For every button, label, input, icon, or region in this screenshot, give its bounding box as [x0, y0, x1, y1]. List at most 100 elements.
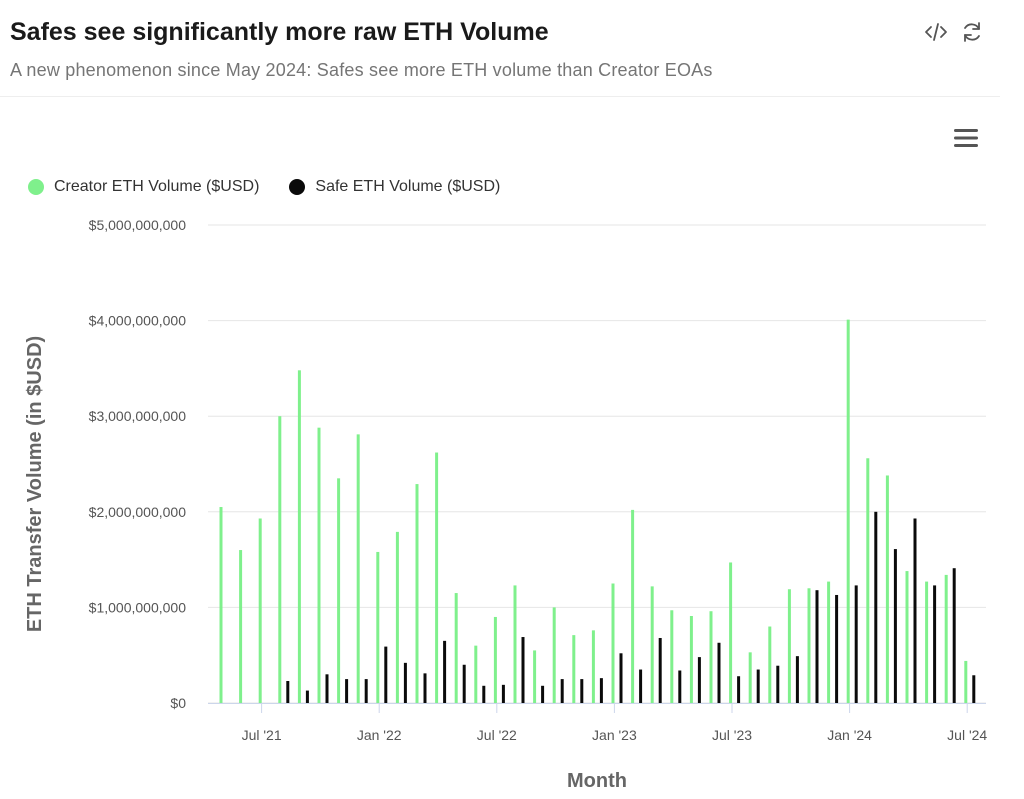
safe-volume-bar — [599, 678, 603, 703]
safe-volume-bar — [913, 518, 917, 703]
creator-volume-bar — [533, 650, 537, 703]
safe-volume-bar — [933, 585, 937, 703]
creator-volume-bar — [905, 571, 909, 703]
creator-volume-bar — [258, 518, 262, 703]
safe-volume-bar — [717, 642, 721, 703]
creator-volume-bar — [552, 607, 556, 703]
y-tick-label: $0 — [170, 695, 186, 711]
safe-volume-bar — [364, 679, 368, 703]
creator-volume-bar — [297, 370, 301, 703]
safe-volume-bar — [403, 662, 407, 703]
x-axis-title: Month — [567, 770, 627, 792]
creator-volume-bar — [729, 562, 733, 703]
safe-volume-bar — [697, 657, 701, 703]
creator-volume-bar — [239, 550, 243, 703]
y-tick-label: $5,000,000,000 — [89, 217, 187, 233]
hamburger-menu-icon[interactable] — [952, 126, 980, 150]
safe-volume-bar — [854, 585, 858, 703]
chart-subtitle: A new phenomenon since May 2024: Safes s… — [10, 60, 713, 80]
creator-volume-bar — [454, 593, 458, 703]
safe-volume-bar — [815, 590, 819, 703]
creator-volume-bar — [415, 484, 419, 703]
safe-volume-bar — [345, 679, 349, 703]
legend-marker-safe — [289, 179, 306, 195]
safe-volume-bar — [580, 679, 584, 703]
safe-volume-bar — [756, 669, 760, 703]
creator-volume-bar — [925, 581, 929, 703]
safe-volume-bar — [384, 646, 388, 703]
y-tick-label: $3,000,000,000 — [89, 408, 187, 424]
creator-volume-bar — [670, 610, 674, 703]
chart-plot: $0 $1,000,000,000 $2,000,000,000 $3,000,000… — [24, 217, 987, 792]
creator-volume-bar — [395, 531, 399, 703]
safe-volume-bar — [325, 674, 329, 703]
safe-volume-bar — [521, 637, 525, 703]
safe-volume-bar — [443, 640, 447, 703]
creator-volume-bar — [278, 416, 282, 703]
creator-volume-bar — [964, 660, 968, 703]
safe-volume-bar — [305, 690, 309, 703]
creator-volume-bar — [944, 574, 948, 703]
safe-volume-bar — [835, 594, 839, 703]
creator-volume-bar — [317, 427, 321, 703]
y-tick-label: $2,000,000,000 — [89, 504, 187, 520]
x-tick-label: Jan '22 — [357, 727, 402, 743]
legend-label-safe: Safe ETH Volume ($USD) — [315, 178, 501, 195]
x-tick-label: Jan '23 — [592, 727, 637, 743]
creator-volume-bar — [513, 585, 517, 703]
creator-volume-bar — [689, 616, 693, 703]
safe-volume-bar — [972, 675, 976, 703]
creator-volume-bar — [219, 507, 223, 703]
x-tick-label: Jul '24 — [947, 727, 987, 743]
creator-volume-bar — [591, 630, 595, 703]
y-axis-title: ETH Transfer Volume (in $USD) — [24, 336, 46, 632]
y-tick-label: $1,000,000,000 — [89, 599, 187, 615]
creator-volume-bar — [709, 611, 713, 703]
chart-title: Safes see significantly more raw ETH Vol… — [10, 18, 549, 46]
creator-volume-bar — [650, 586, 654, 703]
safe-volume-bar — [423, 673, 427, 703]
x-tick-label: Jul '21 — [242, 727, 282, 743]
safe-volume-bar — [462, 664, 466, 703]
safe-volume-bar — [541, 685, 545, 703]
chart-legend: Creator ETH Volume ($USD) Safe ETH Volum… — [28, 175, 530, 199]
refresh-icon[interactable] — [960, 20, 984, 44]
creator-volume-bar — [885, 475, 889, 703]
legend-label-creator: Creator ETH Volume ($USD) — [54, 178, 260, 195]
code-icon[interactable] — [924, 20, 948, 44]
safe-volume-bar — [619, 653, 623, 703]
safe-volume-bar — [286, 681, 290, 703]
safe-volume-bar — [658, 637, 662, 703]
safe-volume-bar — [678, 670, 682, 703]
x-tick-label: Jul '23 — [712, 727, 752, 743]
creator-volume-bar — [631, 509, 635, 703]
safe-volume-bar — [501, 684, 505, 703]
creator-volume-bar — [572, 635, 576, 703]
creator-volume-bar — [787, 589, 791, 703]
x-tick-label: Jul '22 — [477, 727, 517, 743]
creator-volume-bar — [474, 645, 478, 703]
safe-volume-bar — [560, 679, 564, 703]
creator-volume-bar — [356, 434, 360, 703]
safe-volume-bar — [776, 665, 780, 703]
creator-volume-bar — [768, 626, 772, 703]
creator-volume-bar — [376, 551, 380, 703]
safe-volume-bar — [795, 656, 799, 703]
creator-volume-bar — [748, 652, 752, 703]
creator-volume-bar — [337, 478, 341, 703]
legend-item-safe[interactable]: Safe ETH Volume ($USD) — [289, 178, 500, 196]
safe-volume-bar — [874, 511, 878, 703]
safe-volume-bar — [639, 669, 643, 703]
creator-volume-bar — [866, 458, 870, 703]
chart-header: Safes see significantly more raw ETH Vol… — [0, 0, 1000, 97]
creator-volume-bar — [846, 319, 850, 703]
safe-volume-bar — [893, 549, 897, 703]
creator-volume-bar — [435, 452, 439, 703]
creator-volume-bar — [807, 588, 811, 703]
x-tick-label: Jan '24 — [827, 727, 872, 743]
safe-volume-bar — [952, 568, 956, 703]
safe-volume-bar — [737, 676, 741, 703]
safe-volume-bar — [482, 685, 486, 703]
y-tick-label: $4,000,000,000 — [89, 313, 187, 329]
legend-item-creator[interactable]: Creator ETH Volume ($USD) — [28, 178, 259, 196]
